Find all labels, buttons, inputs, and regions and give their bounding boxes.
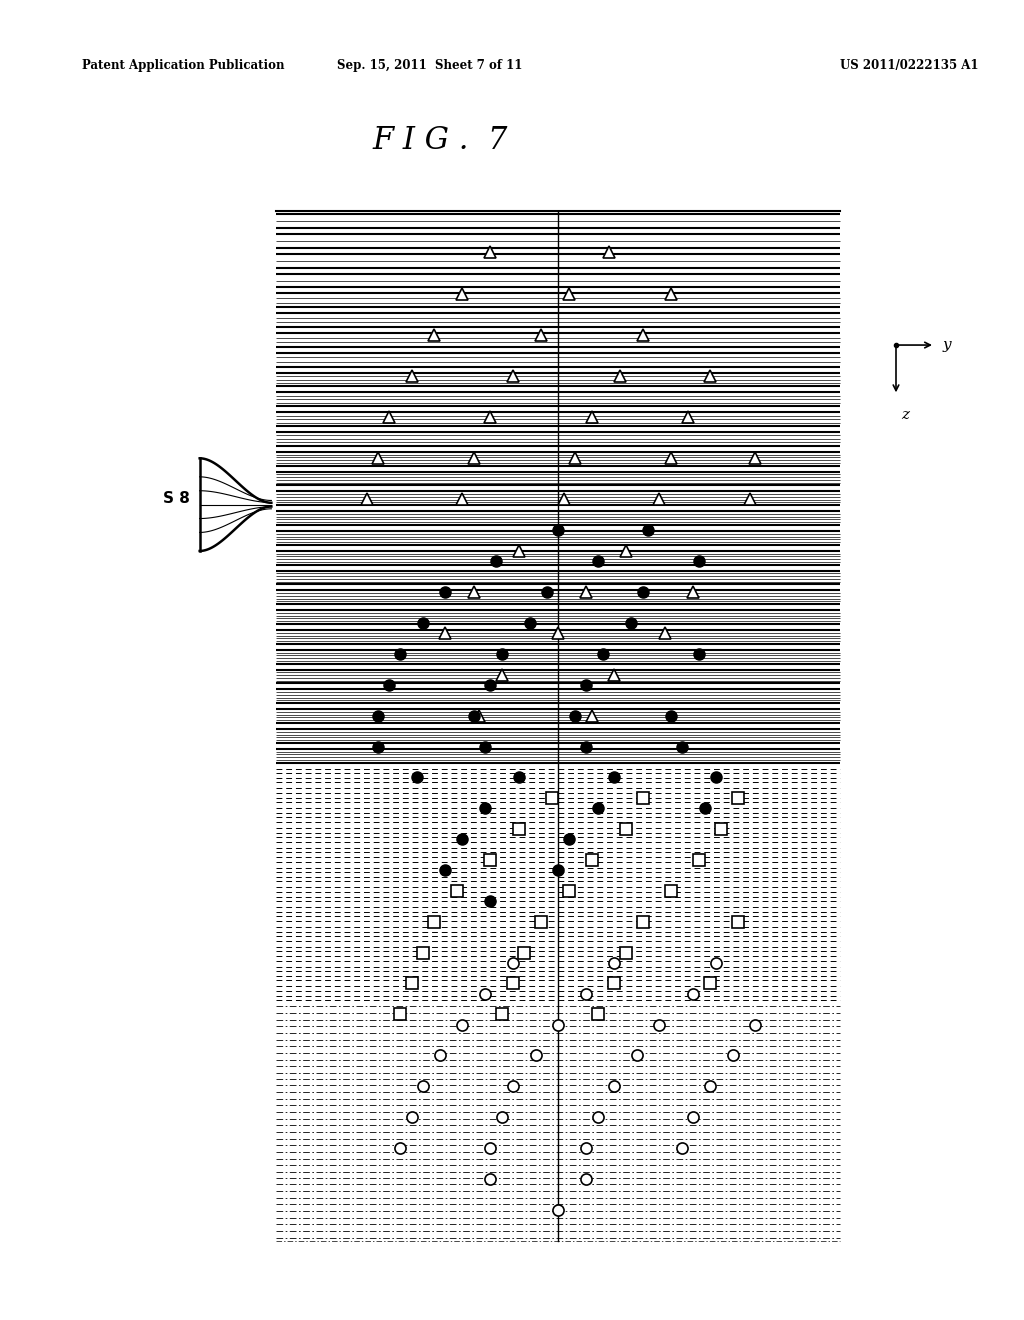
Text: S 8: S 8: [163, 491, 189, 506]
Text: Patent Application Publication: Patent Application Publication: [82, 59, 285, 73]
Text: Sep. 15, 2011  Sheet 7 of 11: Sep. 15, 2011 Sheet 7 of 11: [337, 59, 523, 73]
Text: US 2011/0222135 A1: US 2011/0222135 A1: [840, 59, 978, 73]
Text: y: y: [942, 338, 950, 352]
Text: z: z: [901, 408, 909, 422]
Text: F I G .  7: F I G . 7: [373, 125, 508, 156]
